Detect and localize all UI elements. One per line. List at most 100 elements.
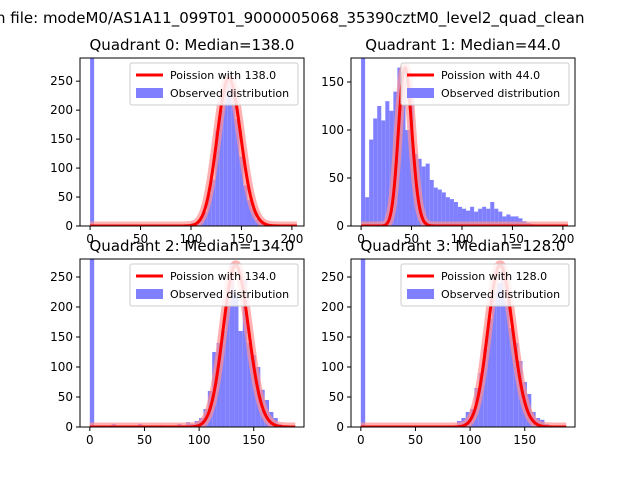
histogram-bar bbox=[223, 81, 228, 226]
histogram-bar bbox=[238, 331, 243, 427]
histogram-bar bbox=[453, 202, 458, 226]
histogram-bar bbox=[466, 210, 471, 226]
x-tick-label: 150 bbox=[242, 433, 265, 447]
histogram-bar bbox=[234, 295, 239, 427]
y-tick-label: 100 bbox=[50, 360, 73, 374]
quadrant-3-plot-area bbox=[357, 259, 570, 427]
x-tick-label: 150 bbox=[230, 232, 253, 246]
y-tick-label: 200 bbox=[321, 300, 344, 314]
histogram-bar bbox=[513, 343, 519, 427]
y-tick-label: 100 bbox=[321, 360, 344, 374]
histogram-bar bbox=[509, 328, 514, 427]
histogram-bar bbox=[506, 214, 511, 226]
histogram-bar bbox=[514, 216, 519, 226]
x-tick-label: 0 bbox=[357, 232, 365, 246]
histogram-bar bbox=[474, 211, 479, 226]
x-tick-label: 150 bbox=[513, 433, 536, 447]
histogram-bar bbox=[373, 118, 378, 226]
histogram-bar bbox=[227, 78, 232, 226]
legend-hist-label: Observed distribution bbox=[170, 288, 289, 301]
histogram-bar bbox=[437, 189, 442, 226]
legend-hist-swatch bbox=[136, 88, 163, 98]
histogram-bar bbox=[461, 208, 467, 226]
legend-fit-label: Poission with 134.0 bbox=[170, 270, 276, 283]
histogram-bar bbox=[405, 130, 410, 226]
histogram-bar bbox=[490, 202, 495, 226]
x-tick-label: 50 bbox=[408, 433, 423, 447]
histogram-bar bbox=[445, 197, 450, 226]
quadrant-2-legend: Poission with 134.0 Observed distribution bbox=[129, 263, 299, 307]
histogram-bar bbox=[220, 331, 226, 427]
legend-box bbox=[129, 62, 299, 106]
y-tick-label: 150 bbox=[321, 330, 344, 344]
histogram-bar bbox=[90, 58, 95, 226]
histogram-bar bbox=[482, 206, 487, 226]
y-tick-label: 0 bbox=[336, 219, 344, 233]
legend-box bbox=[400, 62, 570, 106]
histogram-bar bbox=[491, 292, 497, 427]
histogram-bar bbox=[401, 83, 406, 226]
histogram-bar bbox=[247, 343, 252, 427]
quadrant-3-panel: 0 50 100 150 0 50 100 150 200 250 Quadrant 3: Medi… bbox=[321, 237, 576, 447]
histogram-bar bbox=[229, 265, 235, 427]
quadrant-1-legend: Poission with 44.0 Observed distribution bbox=[400, 62, 570, 106]
y-tick-label: 50 bbox=[58, 190, 73, 204]
histogram-bar bbox=[89, 259, 95, 427]
y-tick-label: 50 bbox=[329, 171, 344, 185]
y-tick-label: 0 bbox=[65, 420, 73, 434]
legend-hist-swatch bbox=[407, 88, 434, 98]
x-tick-label: 50 bbox=[133, 232, 148, 246]
poisson-fit-line bbox=[360, 263, 567, 427]
histogram-bar bbox=[429, 179, 434, 226]
legend-hist-swatch bbox=[136, 289, 163, 299]
histogram-bar bbox=[510, 216, 515, 226]
quadrant-3-legend: Poission with 128.0 Observed distribution bbox=[400, 263, 570, 307]
legend-fit-label: Poission with 44.0 bbox=[441, 69, 540, 82]
quadrant-3-title: Quadrant 3: Median=128.0 bbox=[361, 237, 566, 255]
quadrant-0-legend: Poission with 138.0 Observed distribution bbox=[129, 62, 299, 106]
x-tick-label: 100 bbox=[451, 232, 474, 246]
quadrant-1-title: Quadrant 1: Median=44.0 bbox=[365, 36, 560, 54]
y-tick-label: 200 bbox=[50, 300, 73, 314]
histogram-bar bbox=[505, 301, 510, 427]
histogram-bar bbox=[433, 187, 438, 226]
histogram-bar bbox=[361, 58, 366, 226]
histogram-bar bbox=[486, 208, 491, 226]
y-tick-label: 50 bbox=[329, 390, 344, 404]
y-tick-label: 0 bbox=[336, 420, 344, 434]
histogram-bar bbox=[478, 208, 483, 226]
y-tick-label: 0 bbox=[65, 219, 73, 233]
legend-fit-label: Poission with 138.0 bbox=[170, 69, 276, 82]
x-tick-label: 100 bbox=[188, 433, 211, 447]
x-tick-label: 200 bbox=[280, 232, 303, 246]
legend-box bbox=[129, 263, 299, 307]
histogram-bar bbox=[441, 192, 446, 226]
x-tick-label: 150 bbox=[501, 232, 524, 246]
histogram-bar bbox=[239, 156, 244, 226]
legend-box bbox=[400, 263, 570, 307]
histogram-bar bbox=[247, 199, 252, 226]
y-tick-label: 100 bbox=[50, 161, 73, 175]
y-tick-label: 250 bbox=[50, 270, 73, 284]
legend-fit-label: Poission with 128.0 bbox=[441, 270, 547, 283]
x-tick-label: 0 bbox=[86, 433, 94, 447]
histogram-bar bbox=[470, 206, 475, 226]
quadrant-0-axes-frame bbox=[79, 57, 305, 227]
x-tick-label: 100 bbox=[459, 433, 482, 447]
histogram-bar bbox=[369, 139, 374, 226]
histogram-bar bbox=[502, 216, 507, 226]
histogram-bar bbox=[496, 283, 501, 427]
histogram-bar bbox=[219, 110, 224, 226]
quadrant-2-axes-frame bbox=[79, 258, 305, 428]
quadrant-0-title: Quadrant 0: Median=138.0 bbox=[90, 36, 295, 54]
histogram-bar bbox=[215, 130, 220, 226]
histogram-bar bbox=[425, 163, 430, 226]
quadrant-0-plot-area bbox=[86, 58, 301, 226]
y-tick-label: 100 bbox=[321, 123, 344, 137]
quadrant-2-panel: 0 50 100 150 0 50 100 150 200 250 Quadrant 2: Medi… bbox=[50, 237, 305, 447]
histogram-bar bbox=[498, 211, 503, 226]
x-tick-label: 100 bbox=[180, 232, 203, 246]
histogram-bar bbox=[483, 349, 488, 427]
x-tick-label: 200 bbox=[551, 232, 574, 246]
legend-hist-label: Observed distribution bbox=[170, 87, 289, 100]
